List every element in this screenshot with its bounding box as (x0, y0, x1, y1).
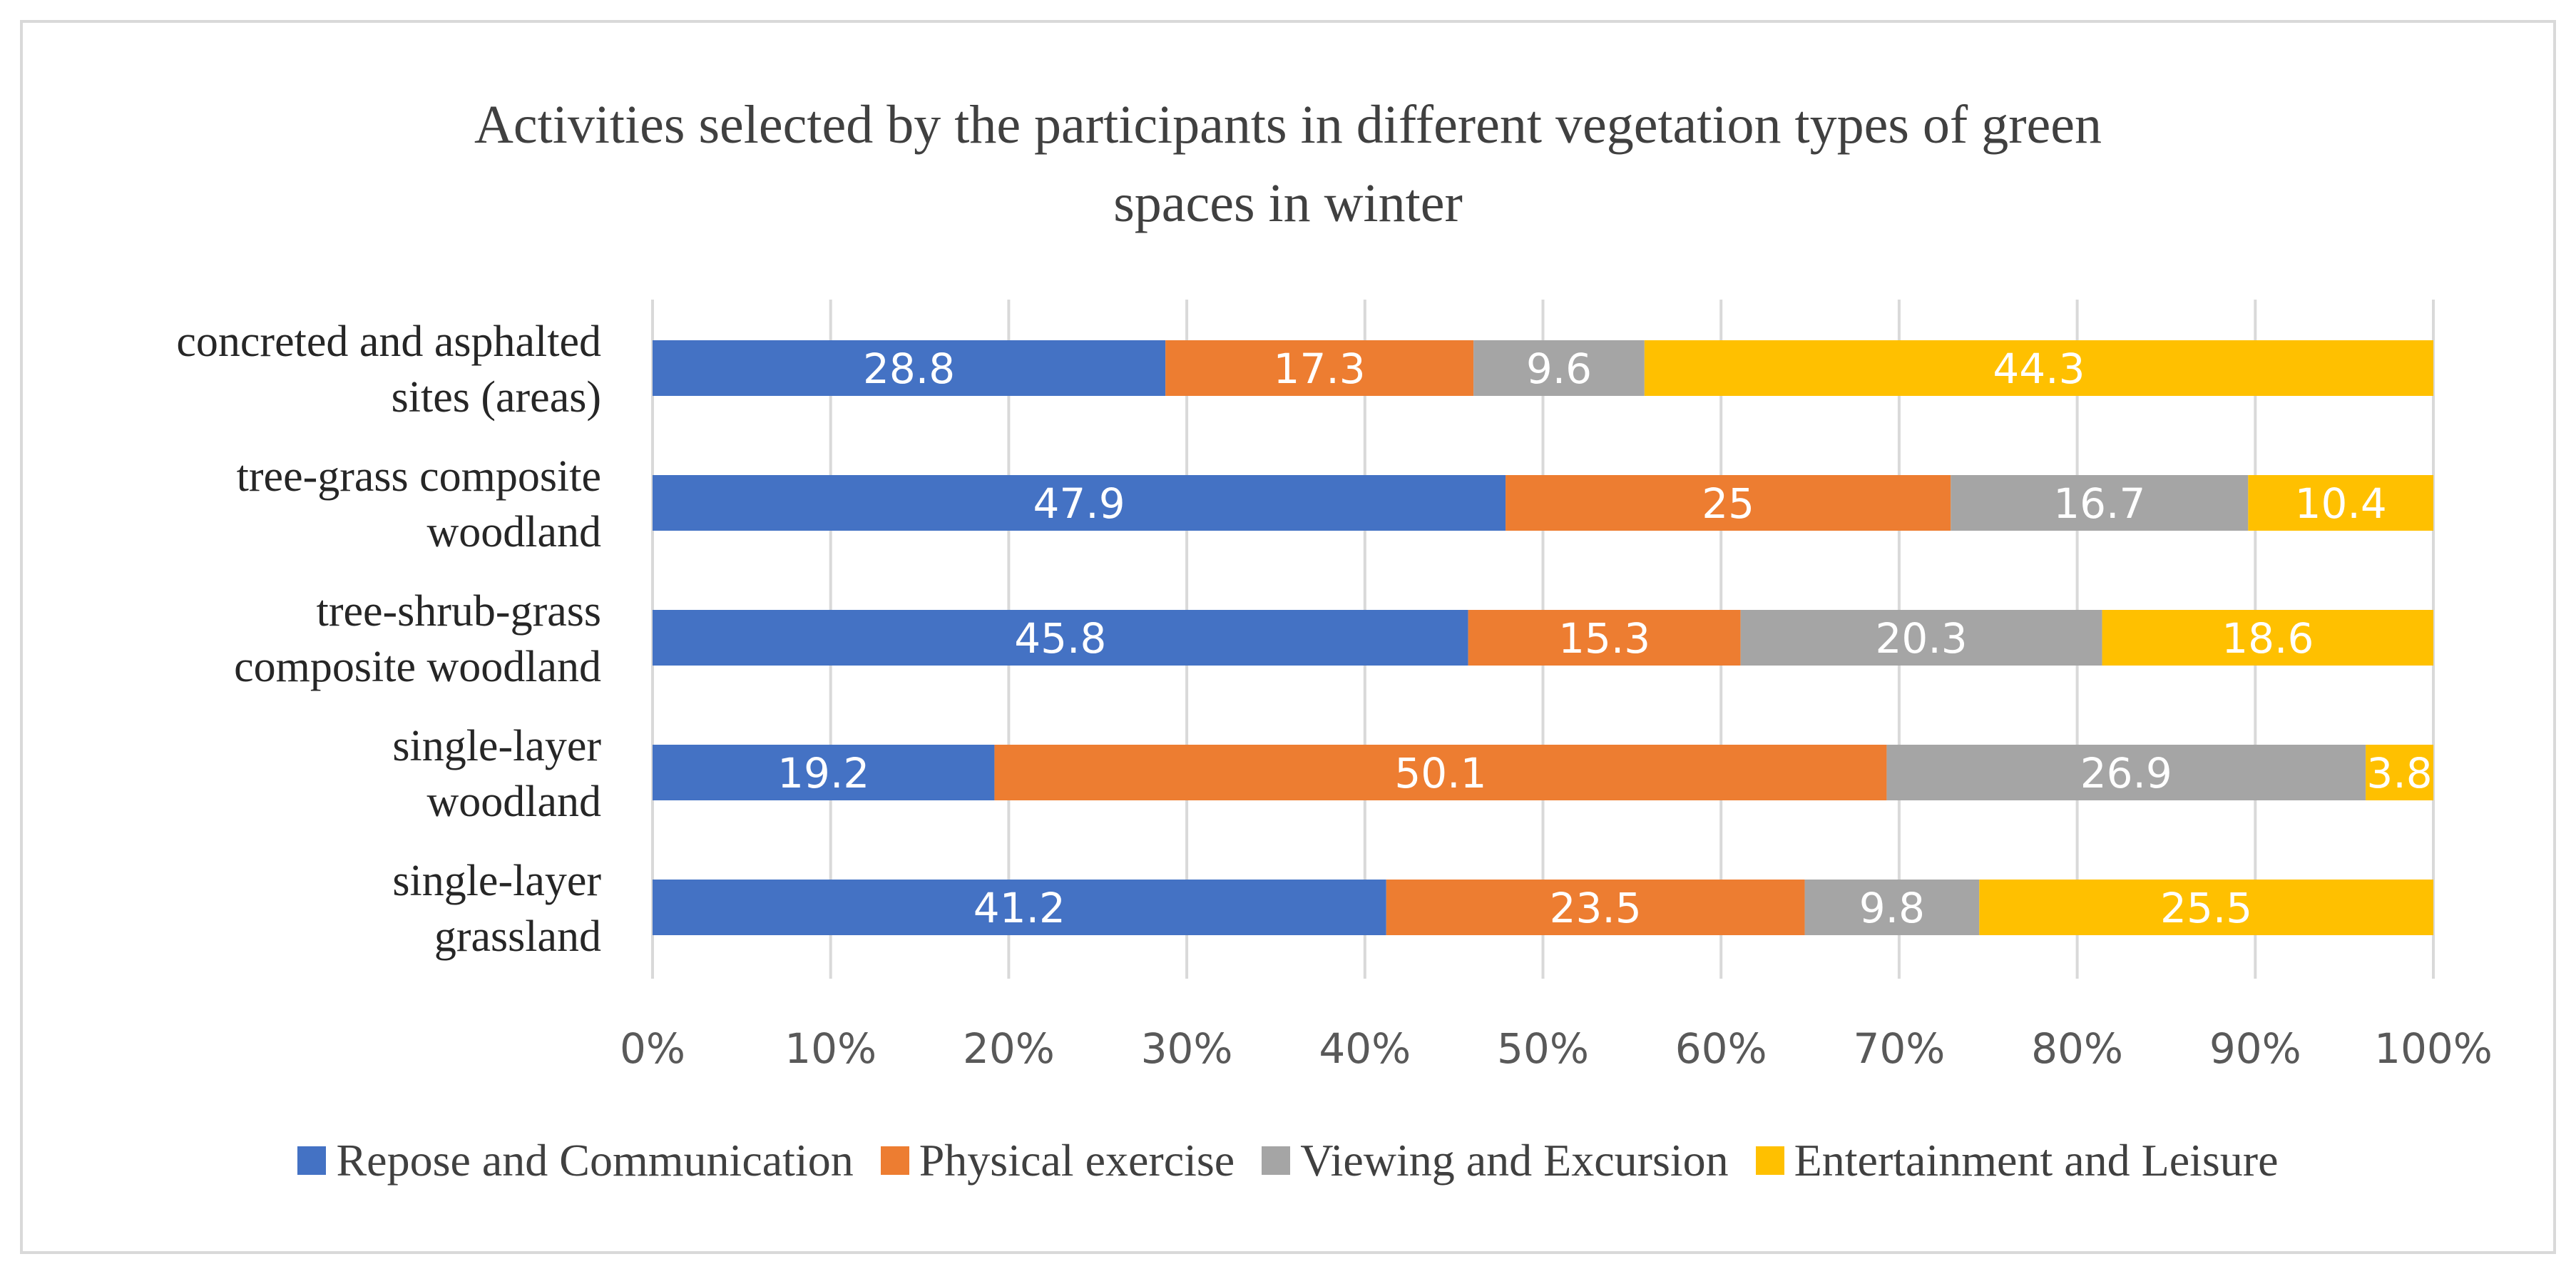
bar-segment (653, 340, 1166, 396)
x-tick-label: 50% (1497, 1024, 1589, 1073)
data-label: 9.8 (1859, 884, 1925, 932)
x-tick-label: 80% (2031, 1024, 2123, 1073)
bar-segment (1979, 880, 2433, 935)
x-tick-label: 60% (1675, 1024, 1767, 1073)
bar-segment (1804, 880, 1980, 935)
bar-segment (1165, 340, 1474, 396)
data-label: 23.5 (1550, 884, 1642, 932)
x-tick-label: 20% (963, 1024, 1055, 1073)
value-axis: 0% 10% 20% 30% 40% 50% 60% 70% 80% 90% 100% (620, 1024, 2493, 1073)
bar-segment (1886, 745, 2366, 800)
bar-segment (1386, 880, 1805, 935)
data-label: 17.3 (1274, 345, 1366, 393)
legend: Repose and Communication Physical exercis… (0, 1134, 2576, 1187)
data-label: 20.3 (1876, 614, 1968, 663)
data-label: 18.6 (2222, 614, 2314, 663)
legend-swatch (880, 1146, 909, 1175)
category-label: woodland (426, 778, 601, 826)
legend-item: Viewing and Excursion (1262, 1134, 1729, 1187)
data-labels: 28.8 17.3 9.6 44.3 47.9 25 16.7 10.4 45.8 15.3 20.… (777, 345, 2433, 932)
bar-segment (2102, 610, 2433, 666)
category-label: single-layer (392, 857, 601, 905)
data-label: 25.5 (2160, 884, 2252, 932)
legend-item: Physical exercise (880, 1134, 1235, 1187)
bar-segment (1468, 610, 1741, 666)
bar-segment (653, 880, 1386, 935)
data-label: 9.6 (1526, 345, 1592, 393)
data-label: 3.8 (2366, 749, 2432, 797)
chart-title-line-2: spaces in winter (1113, 173, 1463, 233)
data-label: 41.2 (973, 884, 1065, 932)
category-label: composite woodland (234, 643, 601, 691)
bar-segment (2248, 475, 2433, 531)
x-tick-label: 40% (1319, 1024, 1411, 1073)
data-label: 25 (1702, 479, 1754, 528)
bar-segment (653, 475, 1506, 531)
category-label: grassland (434, 912, 601, 961)
data-label: 15.3 (1558, 614, 1650, 663)
category-axis: concreted and asphalted sites (areas) tree… (176, 317, 601, 961)
data-label: 50.1 (1394, 749, 1486, 797)
data-label: 19.2 (777, 749, 869, 797)
bar-segment (1740, 610, 2102, 666)
x-tick-label: 70% (1853, 1024, 1945, 1073)
bar-segment (653, 610, 1468, 666)
data-label: 47.9 (1033, 479, 1125, 528)
category-label: sites (areas) (392, 373, 601, 422)
category-label: concreted and asphalted (176, 317, 601, 366)
data-label: 45.8 (1014, 614, 1106, 663)
category-label: single-layer (392, 722, 601, 770)
bar-segment (1644, 340, 2433, 396)
x-tick-label: 90% (2209, 1024, 2301, 1073)
category-label: tree-grass composite (237, 452, 601, 501)
category-label: tree-shrub-grass (317, 587, 601, 636)
bar-segment (994, 745, 1887, 800)
x-tick-label: 10% (784, 1024, 876, 1073)
bar-segment (1951, 475, 2249, 531)
chart-title-line-1: Activities selected by the participants … (474, 95, 2102, 155)
data-label: 10.4 (2295, 479, 2387, 528)
legend-swatch (1262, 1146, 1291, 1175)
legend-label: Entertainment and Leisure (1794, 1135, 2279, 1186)
x-tick-label: 100% (2374, 1024, 2493, 1073)
bar-segment (1506, 475, 1951, 531)
chart-title: Activities selected by the participants … (0, 86, 2576, 243)
legend-label: Physical exercise (919, 1135, 1235, 1186)
category-label: woodland (426, 508, 601, 556)
legend-item: Repose and Communication (297, 1134, 854, 1187)
bar-segment (2366, 745, 2433, 800)
data-label: 28.8 (863, 345, 955, 393)
data-label: 44.3 (1993, 345, 2085, 393)
legend-item: Entertainment and Leisure (1755, 1134, 2279, 1187)
bars (653, 340, 2433, 935)
legend-label: Repose and Communication (336, 1135, 854, 1186)
data-label: 16.7 (2053, 479, 2145, 528)
bar-segment (653, 745, 995, 800)
legend-swatch (1755, 1146, 1784, 1175)
legend-swatch (297, 1146, 327, 1175)
bar-segment (1473, 340, 1645, 396)
x-tick-label: 0% (620, 1024, 685, 1073)
data-label: 26.9 (2080, 749, 2172, 797)
legend-label: Viewing and Excursion (1300, 1135, 1729, 1186)
x-tick-label: 30% (1141, 1024, 1233, 1073)
